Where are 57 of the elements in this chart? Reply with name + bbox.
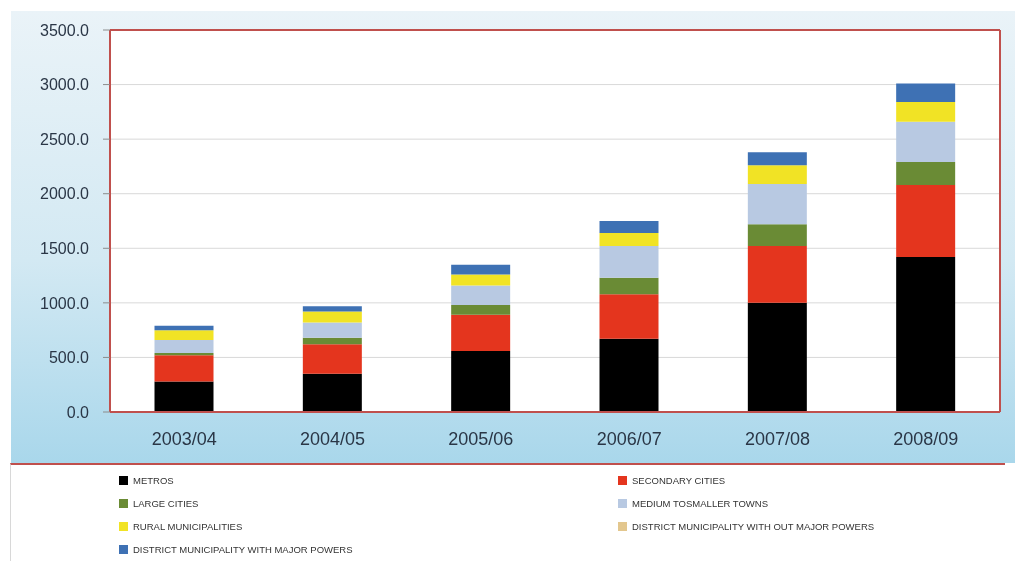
bar: [451, 274, 511, 286]
bar: [599, 246, 659, 278]
bar: [896, 121, 956, 163]
bar: [154, 325, 214, 331]
bar: [154, 339, 214, 354]
bar: [302, 337, 362, 345]
bar: [599, 233, 659, 247]
bar: [451, 350, 511, 412]
bar: [154, 353, 214, 356]
bar: [747, 246, 807, 303]
x-tick-label: 2003/04: [151, 428, 217, 449]
y-tick-label: 1000.0: [40, 294, 90, 312]
bar: [302, 322, 362, 338]
bar: [896, 184, 956, 258]
bar: [747, 152, 807, 166]
bar: [154, 381, 214, 412]
bar: [896, 162, 956, 185]
x-tick-label: 2008/09: [893, 428, 959, 449]
bar: [154, 355, 214, 382]
bar: [154, 330, 214, 340]
bar: [599, 277, 659, 295]
legend-label: LARGE CITIES: [133, 498, 199, 509]
legend-label: MEDIUM TOSMALLER TOWNS: [632, 498, 769, 509]
x-tick-label: 2007/08: [744, 428, 811, 449]
x-tick-label: 2004/05: [299, 428, 366, 449]
bar: [747, 183, 807, 225]
x-tick-label: 2006/07: [596, 428, 662, 449]
legend-label: RURAL MUNICIPALITIES: [133, 521, 243, 532]
bar: [747, 165, 807, 184]
bar: [896, 83, 956, 103]
bar: [896, 257, 956, 412]
bar: [451, 305, 511, 315]
y-tick-label: 2000.0: [40, 185, 90, 203]
bar: [896, 102, 956, 122]
legend-label: DISTRICT MUNICIPALITY WITH OUT MAJOR POWERS: [632, 521, 875, 532]
y-tick-label: 500.0: [48, 349, 90, 367]
bar: [302, 311, 362, 323]
bar: [599, 294, 659, 339]
bar: [302, 306, 362, 312]
y-tick-label: 3500.0: [40, 21, 90, 39]
bar: [302, 344, 362, 374]
x-tick-label: 2005/06: [448, 428, 514, 449]
y-tick-label: 0.0: [66, 403, 90, 421]
legend-label: DISTRICT MUNICIPALITY WITH MAJOR POWERS: [133, 544, 353, 555]
legend-label: SECONDARY CITIES: [632, 475, 726, 486]
bar: [451, 264, 511, 275]
legend-label: METROS: [133, 475, 174, 486]
y-tick-label: 2500.0: [40, 130, 90, 148]
bar: [302, 373, 362, 412]
bar: [599, 338, 659, 412]
bar: [451, 314, 511, 351]
y-tick-label: 3000.0: [40, 76, 90, 94]
bar: [599, 221, 659, 234]
bar: [451, 285, 511, 306]
bar: [747, 224, 807, 247]
bar: [747, 302, 807, 412]
y-tick-label: 1500.0: [40, 239, 90, 257]
